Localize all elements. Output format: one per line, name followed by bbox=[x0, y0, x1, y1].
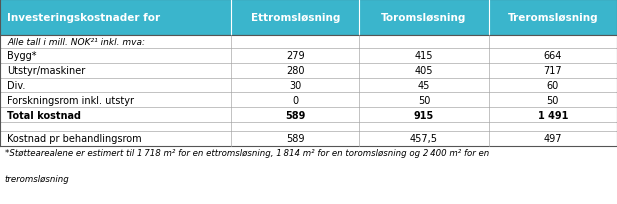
Text: Utstyr/maskiner: Utstyr/maskiner bbox=[7, 66, 86, 76]
Text: 30: 30 bbox=[289, 81, 301, 91]
Text: Forskningsrom inkl. utstyr: Forskningsrom inkl. utstyr bbox=[7, 95, 135, 105]
Text: 0: 0 bbox=[292, 95, 298, 105]
Bar bbox=[0, 0, 617, 36]
Text: 405: 405 bbox=[415, 66, 433, 76]
Text: 415: 415 bbox=[415, 51, 433, 61]
Text: 589: 589 bbox=[285, 110, 305, 120]
Text: Investeringskostnader for: Investeringskostnader for bbox=[7, 13, 160, 23]
Bar bbox=[0, 0, 231, 36]
Text: 45: 45 bbox=[418, 81, 430, 91]
Text: 50: 50 bbox=[418, 95, 430, 105]
Bar bbox=[0, 78, 617, 93]
Text: Total kostnad: Total kostnad bbox=[7, 110, 81, 120]
Bar bbox=[0, 93, 617, 108]
Text: 60: 60 bbox=[547, 81, 559, 91]
Text: 717: 717 bbox=[544, 66, 562, 76]
Text: Treromsløsning: Treromsløsning bbox=[508, 13, 598, 23]
Text: 280: 280 bbox=[286, 66, 304, 76]
Text: Kostnad pr behandlingsrom: Kostnad pr behandlingsrom bbox=[7, 133, 142, 143]
Text: 664: 664 bbox=[544, 51, 562, 61]
Text: 915: 915 bbox=[414, 110, 434, 120]
Text: treromsløsning: treromsløsning bbox=[5, 174, 70, 183]
Bar bbox=[0, 108, 617, 123]
Bar bbox=[231, 0, 359, 36]
Text: 589: 589 bbox=[286, 133, 304, 143]
Text: Alle tall i mill. NOK²¹ inkl. mva:: Alle tall i mill. NOK²¹ inkl. mva: bbox=[7, 38, 146, 47]
Text: Bygg*: Bygg* bbox=[7, 51, 37, 61]
Bar bbox=[0, 131, 617, 146]
Text: *Støttearealene er estimert til 1 718 m² for en ettromsløsning, 1 814 m² for en : *Støttearealene er estimert til 1 718 m²… bbox=[5, 148, 489, 157]
Text: 279: 279 bbox=[286, 51, 305, 61]
Text: Ettromsløsning: Ettromsløsning bbox=[251, 13, 340, 23]
Bar bbox=[0, 123, 617, 131]
Text: 1 491: 1 491 bbox=[537, 110, 568, 120]
Bar bbox=[359, 0, 489, 36]
Text: Div.: Div. bbox=[7, 81, 26, 91]
Bar bbox=[489, 0, 617, 36]
Text: 497: 497 bbox=[544, 133, 562, 143]
Text: 457,5: 457,5 bbox=[410, 133, 438, 143]
Bar bbox=[0, 48, 617, 63]
Bar bbox=[0, 63, 617, 78]
Bar bbox=[0, 36, 617, 48]
Text: 50: 50 bbox=[547, 95, 559, 105]
Text: Toromsløsning: Toromsløsning bbox=[381, 13, 466, 23]
